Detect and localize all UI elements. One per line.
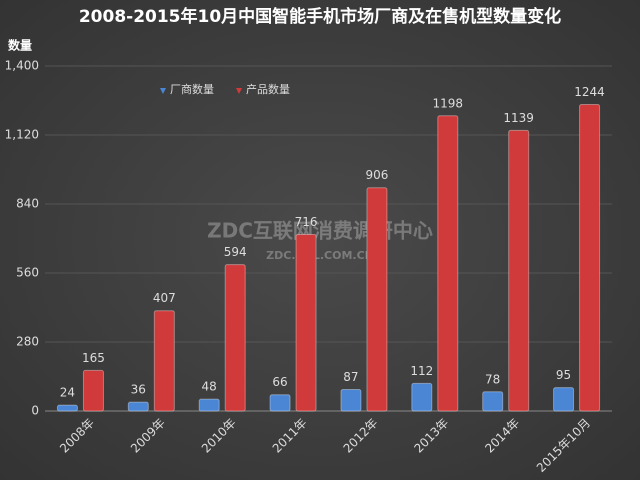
y-tick-label: 560 (16, 266, 39, 280)
legend-marker (160, 88, 166, 94)
value-label: 66 (272, 375, 287, 389)
bar (224, 264, 246, 412)
value-label: 716 (295, 215, 318, 229)
x-tick-label: 2008年 (57, 416, 97, 456)
value-label: 24 (60, 386, 75, 400)
x-tick-label: 2011年 (270, 416, 310, 456)
value-label: 87 (343, 370, 358, 384)
x-tick-label: 2013年 (411, 416, 451, 456)
bar (56, 404, 78, 412)
y-tick-label: 1,400 (5, 59, 39, 73)
bar (82, 369, 104, 412)
chart-title: 2008-2015年10月中国智能手机市场厂商及在售机型数量变化 (78, 7, 562, 27)
x-tick-label: 2012年 (341, 416, 381, 456)
x-tick-label: 2009年 (128, 416, 168, 456)
bar (366, 187, 388, 412)
value-label: 165 (82, 351, 105, 365)
y-tick-label: 0 (31, 404, 39, 418)
x-tick-label: 2014年 (482, 416, 522, 456)
bar (295, 234, 317, 412)
y-tick-label: 280 (16, 335, 39, 349)
bar (553, 387, 575, 412)
y-tick-label: 1,120 (5, 128, 39, 142)
y-axis-label: 数量 (8, 38, 32, 53)
value-label: 112 (410, 364, 433, 378)
bar (482, 391, 504, 412)
bar (269, 394, 291, 412)
value-label: 1139 (503, 111, 534, 125)
value-label: 407 (153, 291, 176, 305)
bar (198, 398, 220, 412)
y-tick-label: 840 (16, 197, 39, 211)
value-label: 78 (485, 372, 500, 386)
bar (127, 401, 149, 412)
watermark: ZDC.ZOL.COM.CN (266, 249, 374, 262)
x-tick-label: 2010年 (199, 416, 239, 456)
bar (411, 382, 433, 412)
bar (508, 129, 530, 412)
value-label: 906 (365, 168, 388, 182)
value-label: 36 (131, 383, 146, 397)
bar (437, 115, 459, 412)
bar (153, 310, 175, 412)
value-label: 95 (556, 368, 571, 382)
x-tick-label: 2015年10月 (534, 416, 593, 475)
value-label: 48 (202, 380, 217, 394)
legend-label: 厂商数量 (170, 82, 214, 96)
bar (340, 389, 362, 412)
watermark: ZDC互联网消费调研中心 (207, 219, 433, 243)
legend-label: 产品数量 (246, 82, 290, 96)
bar (579, 103, 601, 412)
value-label: 1244 (574, 85, 605, 99)
value-label: 594 (224, 245, 247, 259)
legend-marker (236, 88, 242, 94)
value-label: 1198 (433, 96, 464, 110)
